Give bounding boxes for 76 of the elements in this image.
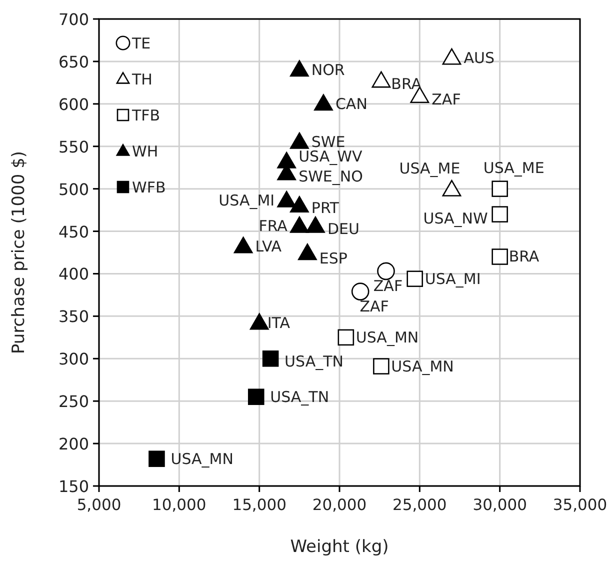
y-tick-label: 250	[58, 392, 89, 412]
point	[290, 60, 309, 77]
point	[262, 350, 279, 367]
annotation: DEU	[327, 220, 360, 238]
annotation: ZAF	[373, 277, 403, 296]
legend-label: TE	[131, 34, 151, 52]
x-tick-label: 5,000	[76, 496, 122, 514]
annotation: USA_NW	[423, 209, 488, 228]
point	[442, 48, 462, 65]
y-tick-label: 650	[58, 52, 89, 72]
x-tick-label: 20,000	[312, 496, 367, 514]
annotation: AUS	[464, 49, 494, 68]
y-tick-label: 400	[58, 264, 89, 284]
annotation: ZAF	[432, 90, 461, 108]
annotation: USA_MN	[170, 450, 234, 468]
annotation: NOR	[311, 60, 345, 79]
point	[148, 450, 165, 467]
point	[351, 282, 370, 300]
point	[338, 329, 354, 346]
legend-label: WFB	[132, 178, 166, 196]
point	[373, 358, 390, 374]
point	[234, 236, 253, 254]
x-tick-label: 15,000	[232, 496, 286, 514]
y-tick-label: 300	[58, 350, 89, 369]
annotation: USA_MI	[424, 270, 481, 288]
point	[492, 206, 508, 222]
point	[306, 216, 325, 233]
annotation: USA_TN	[284, 352, 344, 371]
annotation: ITA	[267, 314, 291, 332]
annotation: PRT	[311, 198, 340, 217]
annotation: USA_MN	[356, 328, 419, 346]
x-tick-label: 25,000	[392, 496, 447, 514]
annotation: ZAF	[360, 298, 389, 316]
annotation: USA_MI	[218, 192, 275, 210]
annotation: CAN	[335, 94, 368, 113]
point	[290, 196, 309, 213]
annotation: SWE_NO	[298, 168, 363, 186]
annotation: USA_TN	[270, 388, 330, 406]
point	[377, 262, 395, 280]
x-tick-label: 30,000	[472, 496, 527, 514]
point	[250, 313, 269, 330]
point	[277, 152, 296, 168]
point	[492, 180, 508, 197]
annotation: BRA	[508, 248, 540, 266]
y-tick-label: 500	[58, 180, 89, 199]
y-tick-label: 550	[58, 137, 89, 156]
y-tick-label: 150	[58, 477, 89, 496]
annotation: USA_ME	[399, 160, 460, 178]
point	[277, 190, 296, 208]
legend-label: TH	[131, 70, 152, 88]
point	[372, 71, 391, 88]
point	[406, 270, 424, 287]
y-tick-label: 450	[58, 222, 89, 242]
annotation: ESP	[319, 249, 348, 268]
legend-label: WH	[132, 142, 158, 160]
point	[290, 132, 309, 149]
annotation: BRA	[391, 74, 422, 93]
annotation: LVA	[255, 238, 282, 256]
point	[442, 180, 462, 196]
point	[290, 216, 309, 233]
x-tick-label: 10,000	[152, 496, 206, 514]
point	[492, 248, 508, 265]
x-tick-label: 35,000	[552, 496, 608, 514]
annotation: USA_MN	[391, 357, 454, 376]
y-tick-label: 200	[58, 434, 89, 454]
point	[314, 94, 333, 111]
legend-label: TFB	[131, 106, 160, 124]
annotation: FRA	[258, 217, 288, 236]
point	[298, 244, 317, 260]
y-tick-label: 600	[58, 94, 89, 114]
x-axis-title: Weight (kg)	[290, 537, 389, 557]
y-axis-title: Purchase price (1000 $)	[9, 150, 29, 354]
annotation: USA_ME	[483, 158, 544, 177]
y-tick-label: 350	[58, 307, 89, 326]
point	[248, 388, 264, 405]
y-tick-label: 700	[58, 10, 89, 29]
